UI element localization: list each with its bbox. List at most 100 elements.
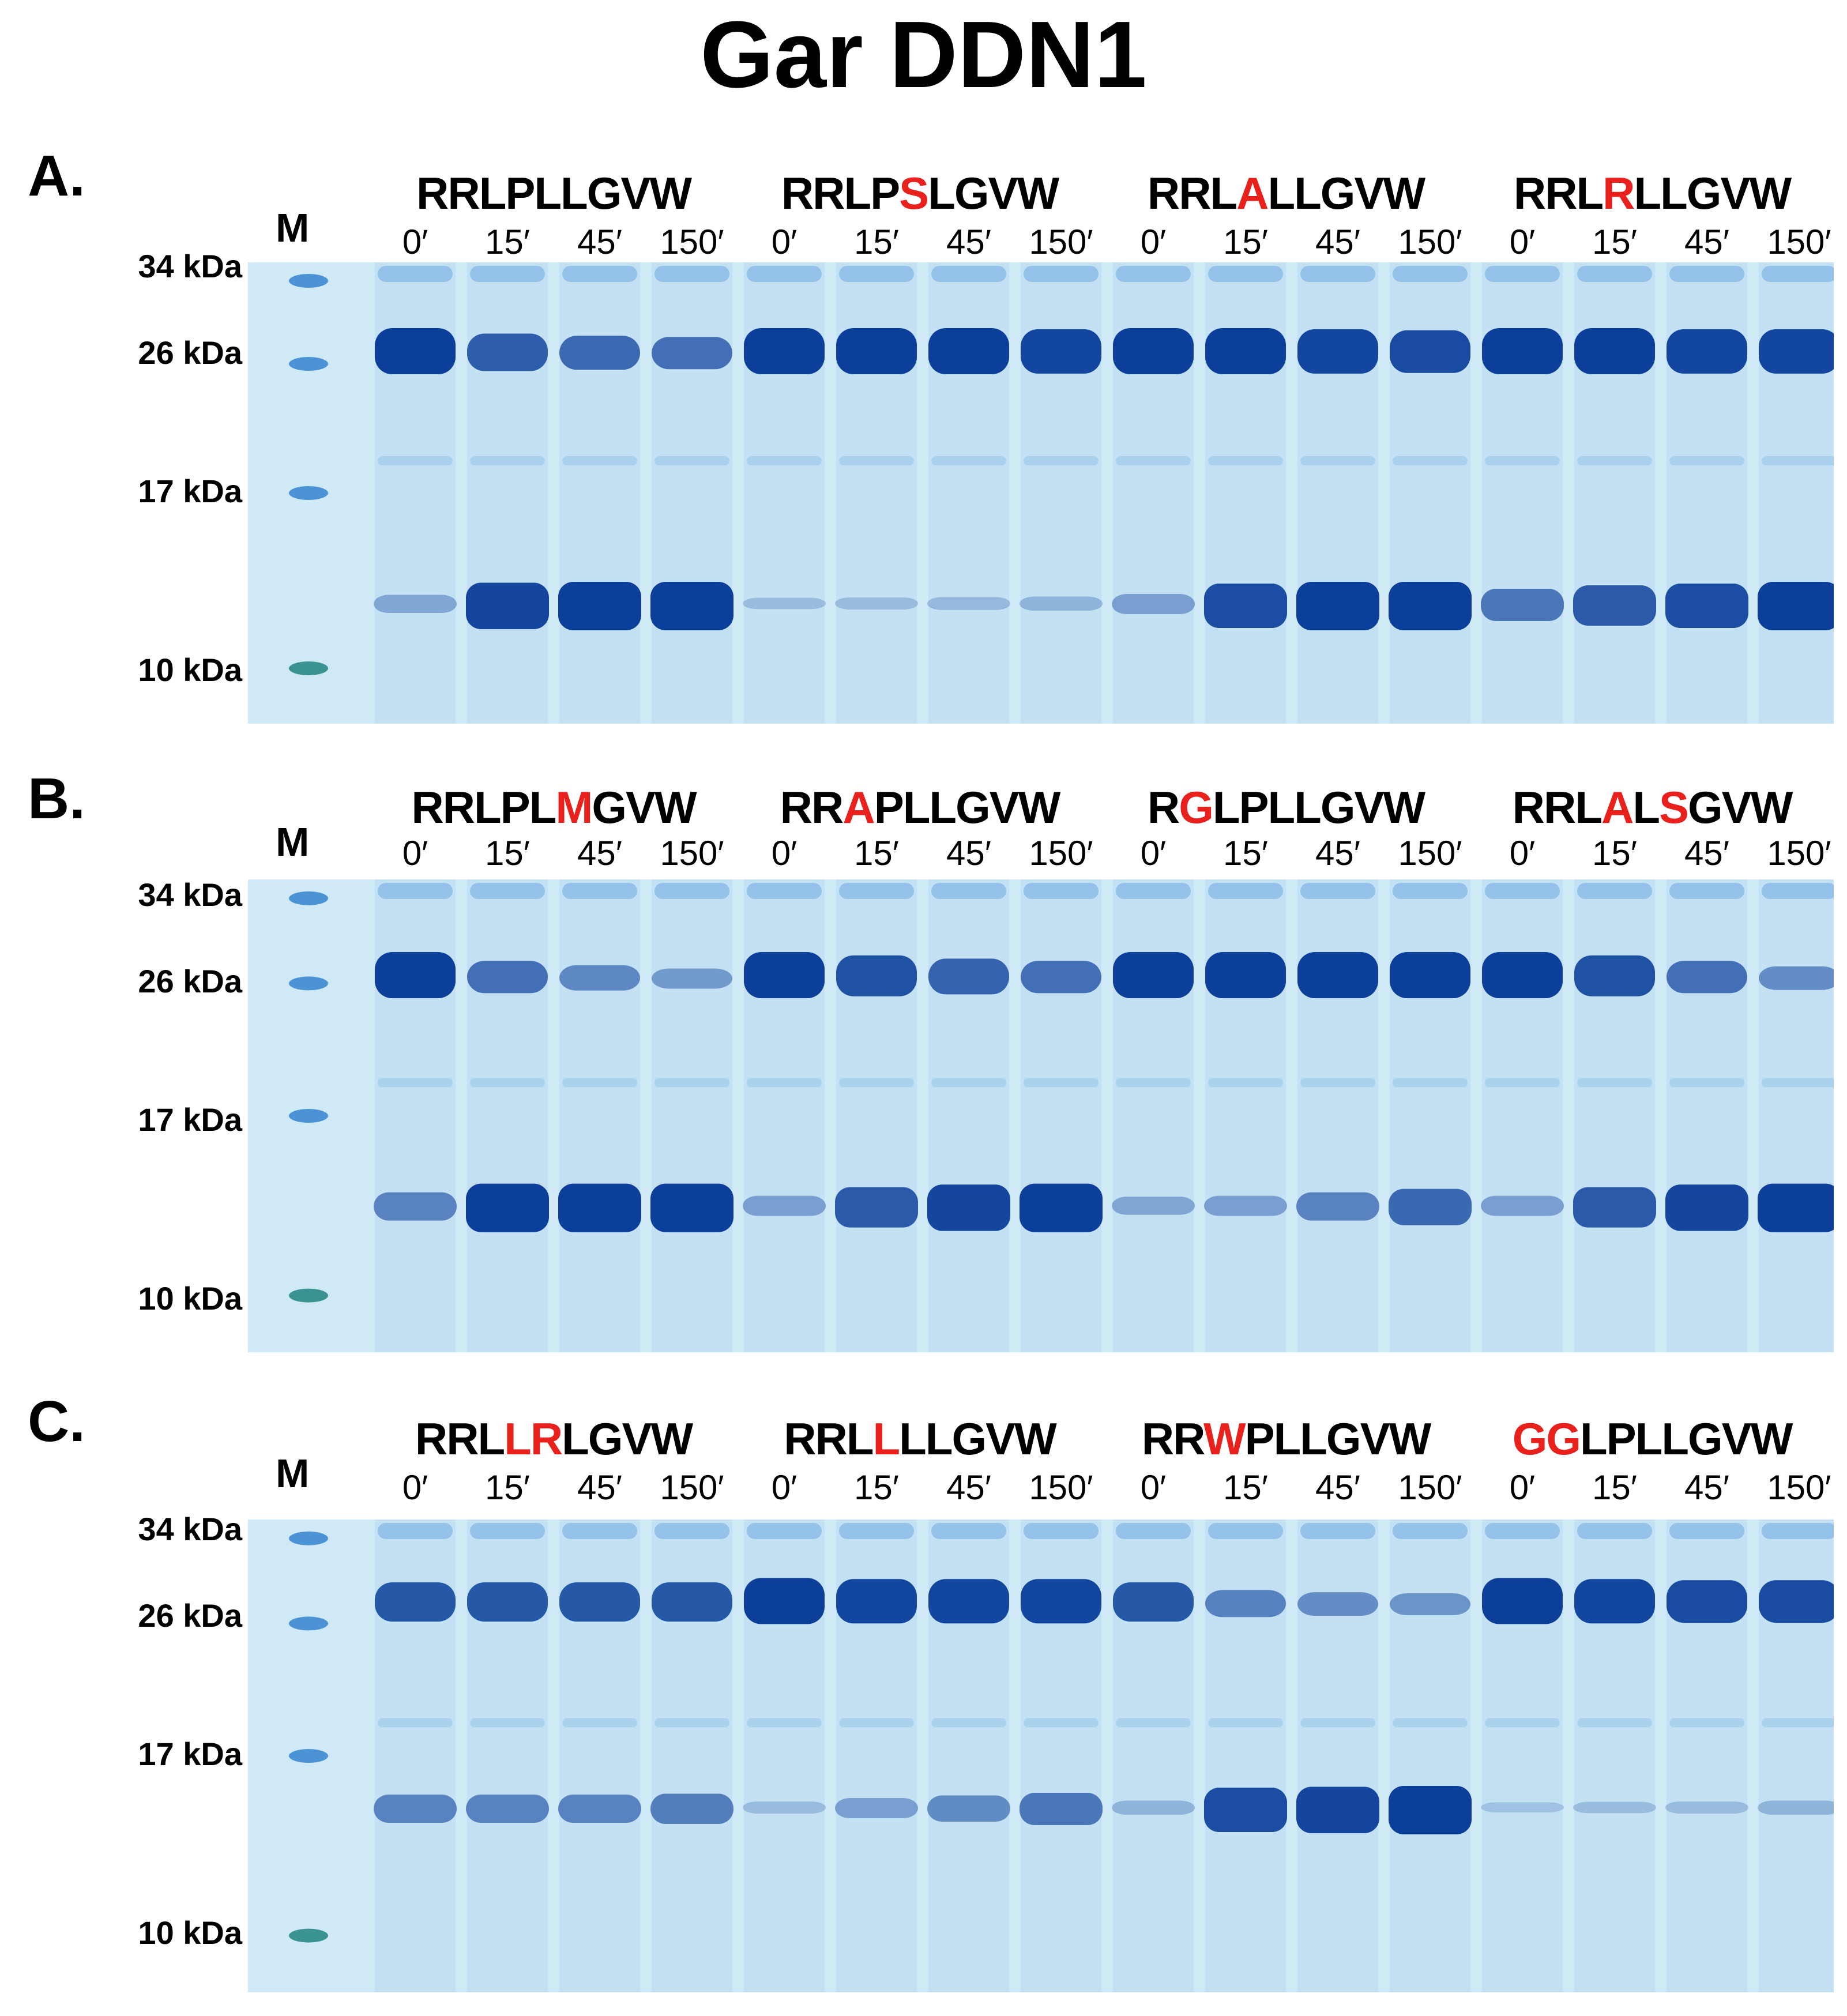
- timepoint-label: 0′: [402, 834, 428, 872]
- mw-marker-26: 26 kDa: [138, 1597, 242, 1634]
- protein-band-12kda: [650, 1793, 733, 1824]
- minor-band: [1024, 1078, 1099, 1088]
- well-band: [1116, 1523, 1191, 1539]
- timepoint-label: 150′: [1029, 834, 1093, 872]
- well-band: [1577, 266, 1652, 282]
- timepoint-label: 0′: [402, 223, 428, 261]
- marker-band: [289, 1616, 328, 1631]
- minor-band: [1485, 1078, 1560, 1088]
- protein-band-12kda: [1573, 1801, 1656, 1814]
- protein-band-12kda: [1112, 594, 1195, 614]
- protein-band-12kda: [835, 1187, 918, 1228]
- protein-band-26kda: [1667, 329, 1747, 374]
- timepoint-label: 45′: [1315, 1468, 1360, 1507]
- protein-band-12kda: [1020, 1793, 1103, 1825]
- well-band: [1116, 266, 1191, 282]
- panel-b: B. M RRLPLMGVW RRAPLLGVW RGLPLLGVW RRLAL…: [0, 767, 1847, 1355]
- protein-band-26kda: [1390, 952, 1470, 998]
- timepoint-label: 45′: [1684, 1468, 1729, 1507]
- mutated-residue: S: [1658, 782, 1689, 833]
- well-band: [470, 1523, 545, 1539]
- marker-band: [289, 1749, 328, 1763]
- protein-band-26kda: [652, 1582, 732, 1622]
- timepoint-label: 150′: [1029, 223, 1093, 261]
- mutated-residue: L: [872, 1413, 901, 1464]
- protein-band-12kda: [1573, 1187, 1656, 1228]
- lane-smear: [652, 879, 732, 1352]
- well-band: [931, 883, 1006, 899]
- sequence-residues: GVW: [1688, 782, 1793, 833]
- well-band: [378, 883, 453, 899]
- mw-marker-10: 10 kDa: [138, 652, 242, 688]
- protein-band-26kda: [1574, 328, 1655, 374]
- minor-band: [1208, 1078, 1283, 1088]
- protein-band-26kda: [467, 961, 548, 994]
- timepoint-label: 150′: [660, 223, 724, 261]
- mw-marker-34: 34 kDa: [138, 1511, 242, 1547]
- protein-band-26kda: [836, 955, 917, 996]
- protein-band-26kda: [928, 328, 1009, 374]
- mutated-residue: M: [555, 782, 593, 833]
- protein-band-26kda: [375, 952, 456, 998]
- well-band: [1024, 883, 1099, 899]
- well-band: [1208, 883, 1283, 899]
- well-band: [1393, 883, 1468, 899]
- protein-band-12kda: [374, 1795, 457, 1823]
- protein-band-26kda: [1021, 329, 1101, 374]
- mw-marker-17: 17 kDa: [138, 473, 242, 509]
- sequence-label: GGLPLLGVW: [1468, 1413, 1837, 1465]
- lane-smear: [1759, 879, 1834, 1352]
- sequence-residues: PLLGVW: [1244, 1413, 1432, 1464]
- lane-smear: [467, 879, 548, 1352]
- lane-smear: [467, 262, 548, 724]
- protein-band-12kda: [1296, 582, 1379, 630]
- lane-smear: [559, 879, 640, 1352]
- minor-band: [654, 1078, 729, 1088]
- minor-band: [378, 456, 453, 465]
- mw-marker-26: 26 kDa: [138, 334, 242, 371]
- timepoint-label: 15′: [854, 1468, 899, 1507]
- well-band: [470, 266, 545, 282]
- timepoint-label: 15′: [1592, 834, 1637, 872]
- protein-band-12kda: [466, 1183, 549, 1232]
- lane-smear: [836, 879, 917, 1352]
- mw-marker-10: 10 kDa: [138, 1280, 242, 1317]
- protein-band-12kda: [1020, 1183, 1103, 1232]
- minor-band: [562, 1718, 637, 1728]
- sequence-label: RRLPLLGVW: [369, 167, 738, 219]
- minor-band: [562, 1078, 637, 1088]
- minor-band: [931, 1078, 1006, 1088]
- sequence-residues: RR: [780, 782, 844, 833]
- minor-band: [747, 456, 822, 465]
- minor-band: [1669, 456, 1744, 465]
- marker-band: [289, 486, 328, 500]
- sequence-residues: LLGVW: [1267, 168, 1426, 219]
- timepoint-label: 45′: [1684, 834, 1729, 872]
- protein-band-12kda: [927, 597, 1010, 610]
- protein-band-12kda: [1481, 1195, 1564, 1216]
- protein-band-12kda: [650, 582, 733, 630]
- sequence-residues: LGVW: [562, 1413, 693, 1464]
- protein-band-26kda: [1205, 952, 1286, 998]
- mutated-residue: GG: [1512, 1413, 1581, 1464]
- sequence-label: RRLPSLGVW: [735, 167, 1104, 219]
- timepoint-label: 150′: [1767, 1468, 1831, 1507]
- sequence-residues: RRL: [1513, 168, 1604, 219]
- timepoint-label: 150′: [1767, 834, 1831, 872]
- mw-marker-34: 34 kDa: [138, 248, 242, 284]
- protein-band-26kda: [928, 958, 1009, 995]
- well-band: [1577, 1523, 1652, 1539]
- mutated-residue: G: [1179, 782, 1214, 833]
- minor-band: [562, 456, 637, 465]
- protein-band-26kda: [559, 336, 640, 370]
- minor-band: [1762, 1718, 1834, 1728]
- timepoint-label: 15′: [1223, 1468, 1268, 1507]
- protein-band-12kda: [927, 1795, 1010, 1822]
- well-band: [1208, 1523, 1283, 1539]
- timepoint-label: 15′: [854, 223, 899, 261]
- sequence-label: RRLLLLGVW: [735, 1413, 1104, 1465]
- mw-marker-17: 17 kDa: [138, 1101, 242, 1138]
- well-band: [1577, 883, 1652, 899]
- well-band: [654, 1523, 729, 1539]
- lane-smear: [1113, 879, 1194, 1352]
